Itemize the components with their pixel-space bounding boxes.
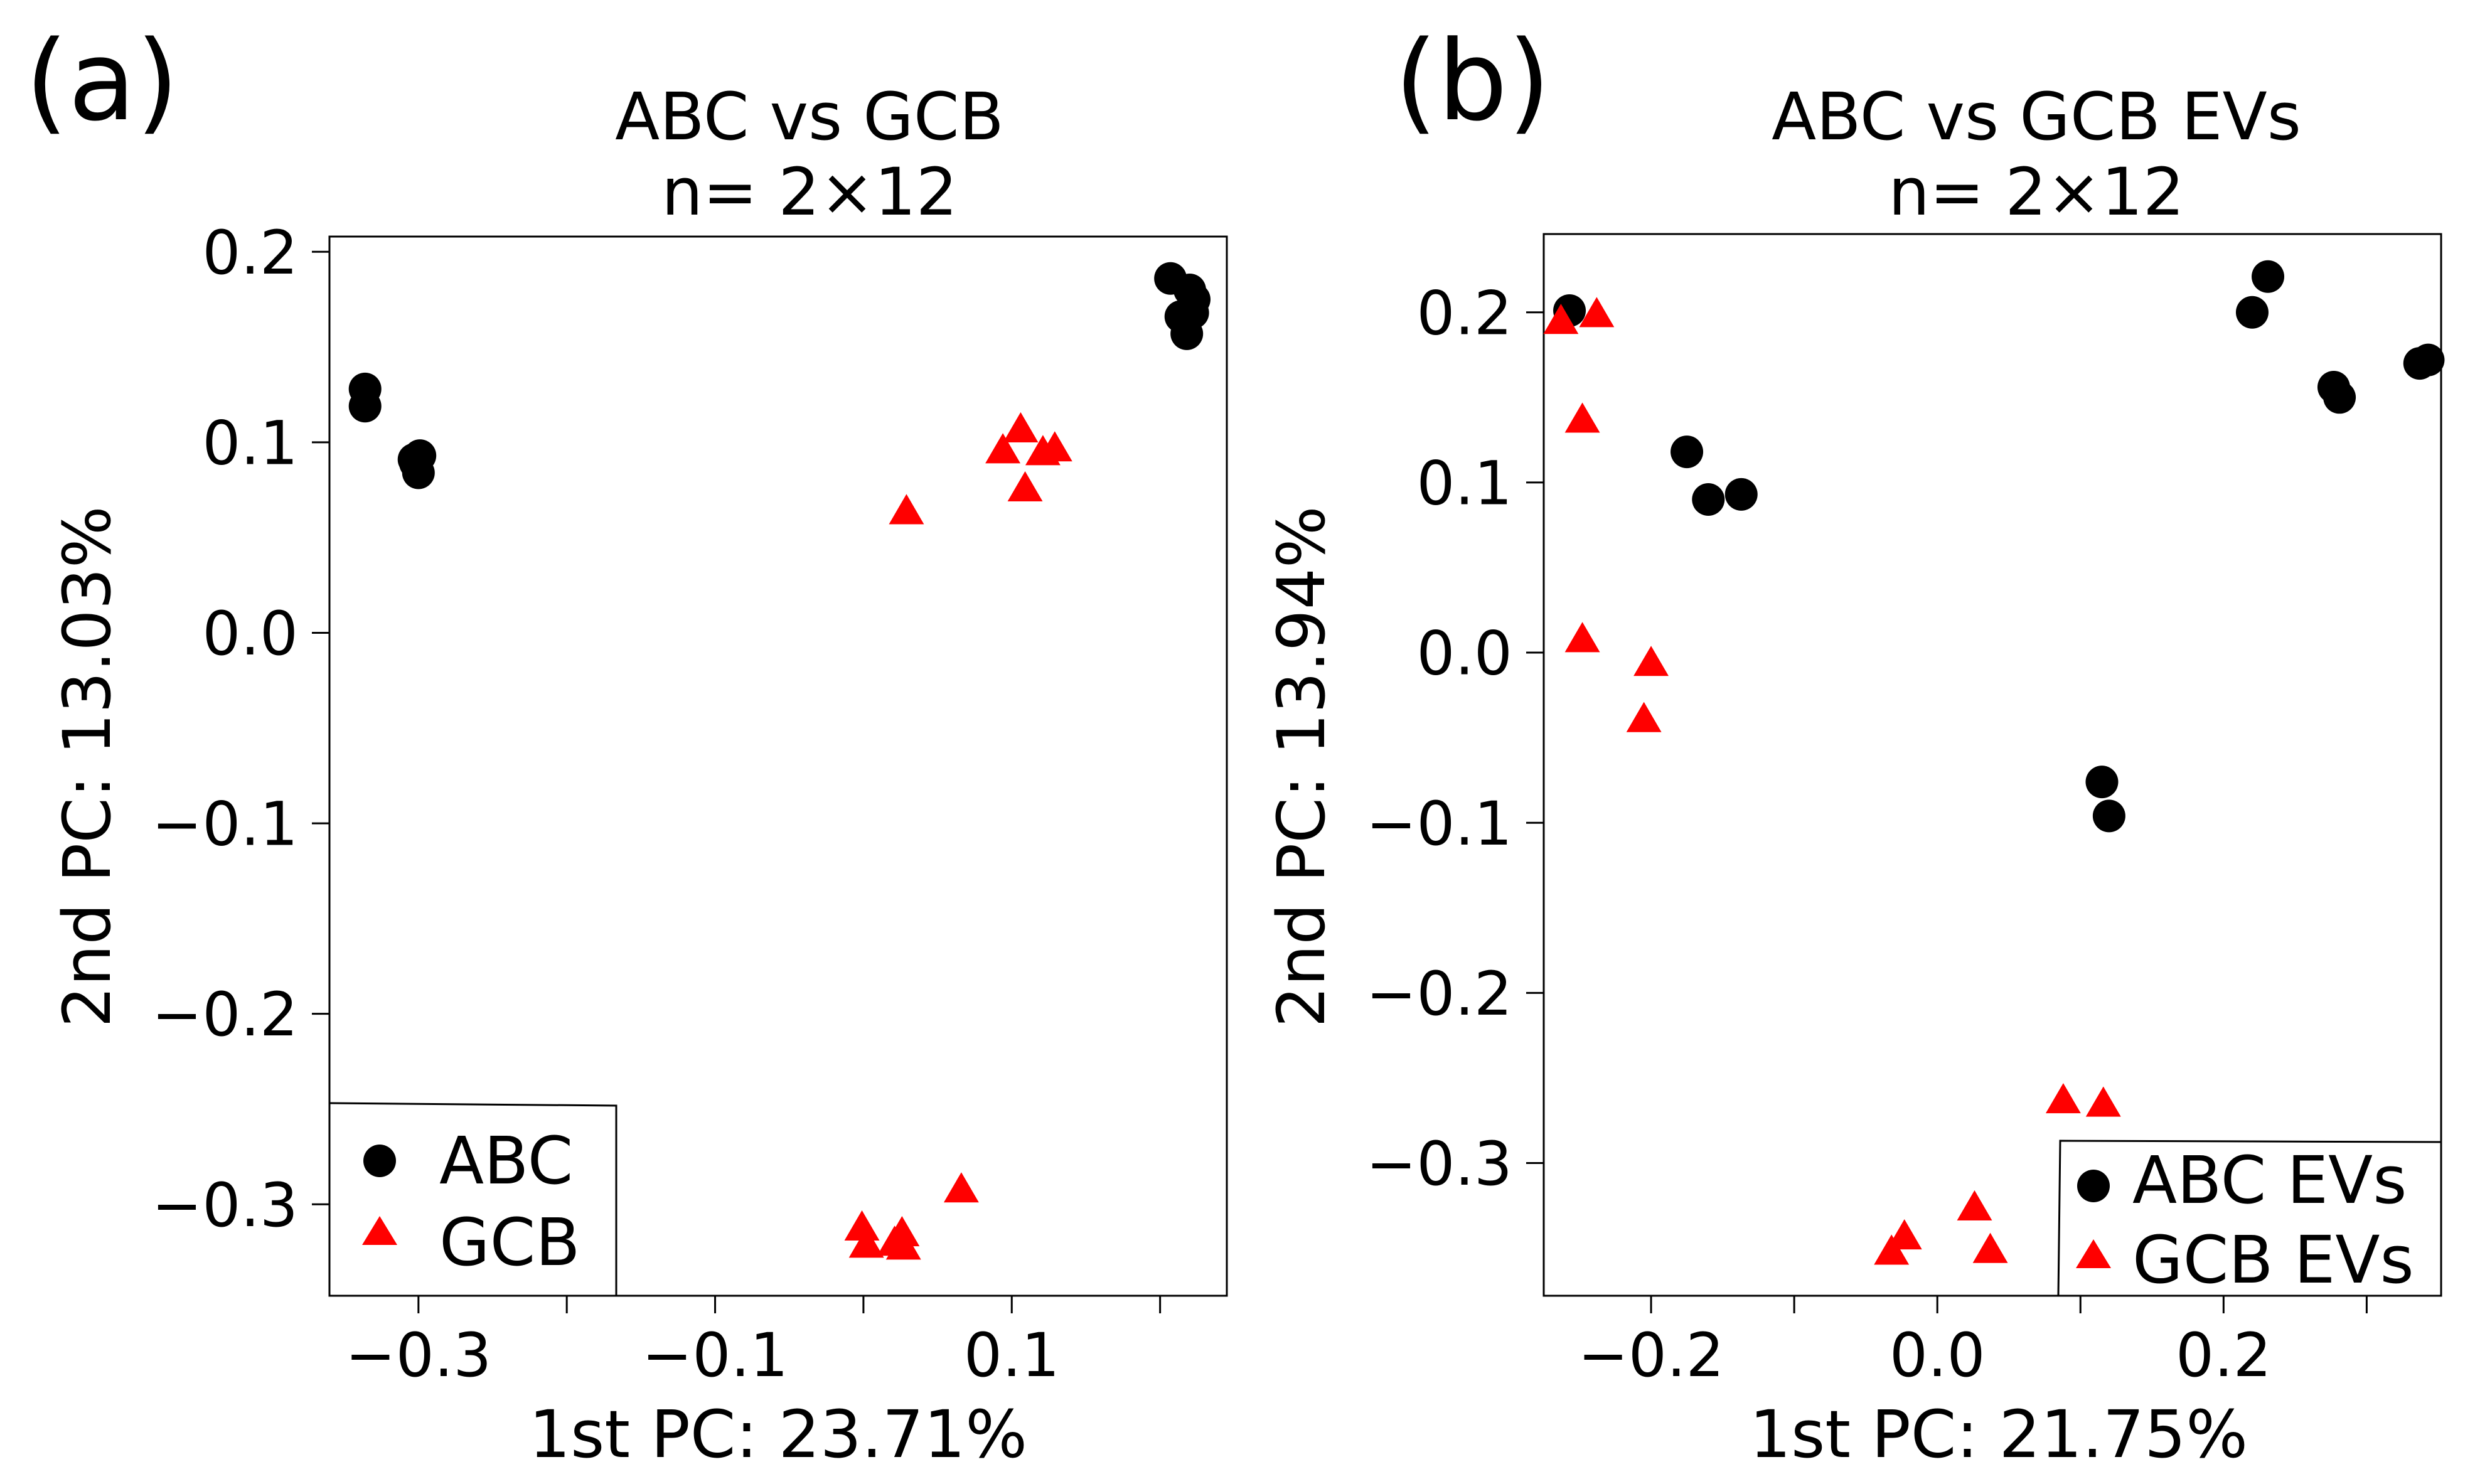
data-point-circle (2323, 381, 2356, 414)
y-tick-label: 0.0 (202, 599, 298, 669)
x-tick-label: −0.1 (642, 1320, 788, 1391)
x-tick-label: 0.0 (1890, 1320, 1986, 1391)
chart-title-a: ABC vs GCB (615, 78, 1004, 155)
y-tick-label: 0.1 (202, 408, 298, 478)
legend-marker-gcb (362, 1216, 397, 1245)
data-point-triangle (943, 1172, 979, 1203)
data-point-triangle (844, 1210, 880, 1241)
x-tick-label: −0.2 (1578, 1320, 1724, 1391)
x-axis-a: −0.3 −0.1 0.1 (345, 1296, 1162, 1391)
y-axis-title-a: 2nd PC: 13.03% (49, 506, 126, 1027)
data-point-circle (1670, 435, 1704, 469)
data-point-circle (397, 443, 430, 476)
panel-label-b: (b) (1394, 17, 1551, 146)
data-point-triangle (1579, 297, 1615, 328)
y-tick-label: −0.2 (1366, 959, 1512, 1029)
data-point-triangle (1886, 1219, 1922, 1250)
plot-frame-b (1542, 233, 2442, 1297)
legend-b: ABC EVs GCB EVs (2057, 1140, 2442, 1298)
legend-label-abc-evs: ABC EVs (2132, 1142, 2407, 1219)
y-axis-a: −0.3 −0.2 −0.1 0.0 0.1 0.2 (152, 218, 329, 1241)
data-point-triangle (889, 494, 924, 525)
y-tick-label: −0.3 (1366, 1129, 1512, 1199)
x-tick-label: 0.1 (964, 1320, 1060, 1391)
legend-label-abc: ABC (439, 1123, 573, 1199)
data-point-triangle (1972, 1232, 2008, 1263)
data-point-triangle (1957, 1190, 1992, 1220)
plot-frame-a (328, 235, 1228, 1297)
data-point-triangle (1633, 646, 1669, 676)
data-point-triangle (1626, 702, 1662, 732)
data-point-circle (1724, 478, 1758, 511)
legend-box-a (329, 1102, 617, 1296)
data-point-circle (2252, 260, 2285, 293)
legend-marker-abc (363, 1145, 396, 1177)
data-point-triangle (2045, 1083, 2081, 1114)
data-point-circle (2412, 343, 2445, 376)
data-point-triangle (1025, 435, 1061, 466)
points-b (1543, 260, 2445, 1265)
data-point-triangle (2085, 1086, 2121, 1117)
data-point-triangle (1564, 402, 1600, 433)
panel-label-a: (a) (25, 17, 179, 146)
y-tick-label: −0.2 (152, 980, 298, 1050)
y-axis-b: −0.3 −0.2 −0.1 0.0 0.1 0.2 (1366, 278, 1544, 1199)
y-tick-label: 0.0 (1416, 619, 1512, 689)
data-point-circle (2235, 296, 2269, 329)
data-point-circle (1692, 483, 1725, 516)
chart-subtitle-a: n= 2×12 (661, 154, 958, 230)
legend-a: ABC GCB (329, 1102, 617, 1296)
y-tick-label: −0.1 (1366, 789, 1512, 859)
y-axis-title-b: 2nd PC: 13.94% (1263, 506, 1340, 1027)
y-tick-label: 0.2 (202, 218, 298, 288)
data-point-triangle (985, 433, 1021, 464)
chart-subtitle-b: n= 2×12 (1888, 154, 2184, 230)
panel-b: (b) ABC vs GCB EVs n= 2×12 −0.3 −0.2 −0.1 0… (1263, 17, 2445, 1473)
y-tick-label: 0.2 (1416, 278, 1512, 348)
data-point-circle (1176, 296, 1209, 329)
data-point-triangle (1564, 622, 1600, 653)
x-axis-b: −0.2 0.0 0.2 (1578, 1296, 2368, 1391)
x-axis-title-a: 1st PC: 23.71% (529, 1396, 1027, 1473)
data-point-circle (2085, 766, 2119, 799)
data-point-circle (348, 390, 382, 423)
legend-box-b (2057, 1140, 2442, 1296)
x-tick-label: 0.2 (2176, 1320, 2272, 1391)
x-axis-title-b: 1st PC: 21.75% (1750, 1396, 2248, 1473)
data-point-triangle (1874, 1234, 1910, 1265)
panel-a: (a) ABC vs GCB n= 2×12 −0.3 −0.2 −0.1 0.0 0.… (25, 17, 1228, 1473)
data-point-triangle (885, 1229, 921, 1260)
y-tick-label: −0.1 (152, 789, 298, 860)
legend-label-gcb-evs: GCB EVs (2132, 1222, 2414, 1298)
points-a (348, 262, 1211, 1260)
x-tick-label: −0.3 (345, 1320, 491, 1391)
data-point-triangle (1543, 304, 1579, 334)
data-point-triangle (848, 1227, 884, 1258)
legend-label-gcb: GCB (439, 1204, 580, 1281)
legend-marker-abc-evs (2077, 1170, 2110, 1202)
data-point-circle (2092, 799, 2125, 833)
y-tick-label: 0.1 (1416, 448, 1512, 518)
data-point-triangle (1003, 412, 1039, 442)
chart-title-b: ABC vs GCB EVs (1772, 78, 2301, 155)
legend-marker-gcb-evs (2076, 1239, 2111, 1268)
data-point-triangle (1007, 471, 1043, 502)
y-tick-label: −0.3 (152, 1170, 298, 1241)
